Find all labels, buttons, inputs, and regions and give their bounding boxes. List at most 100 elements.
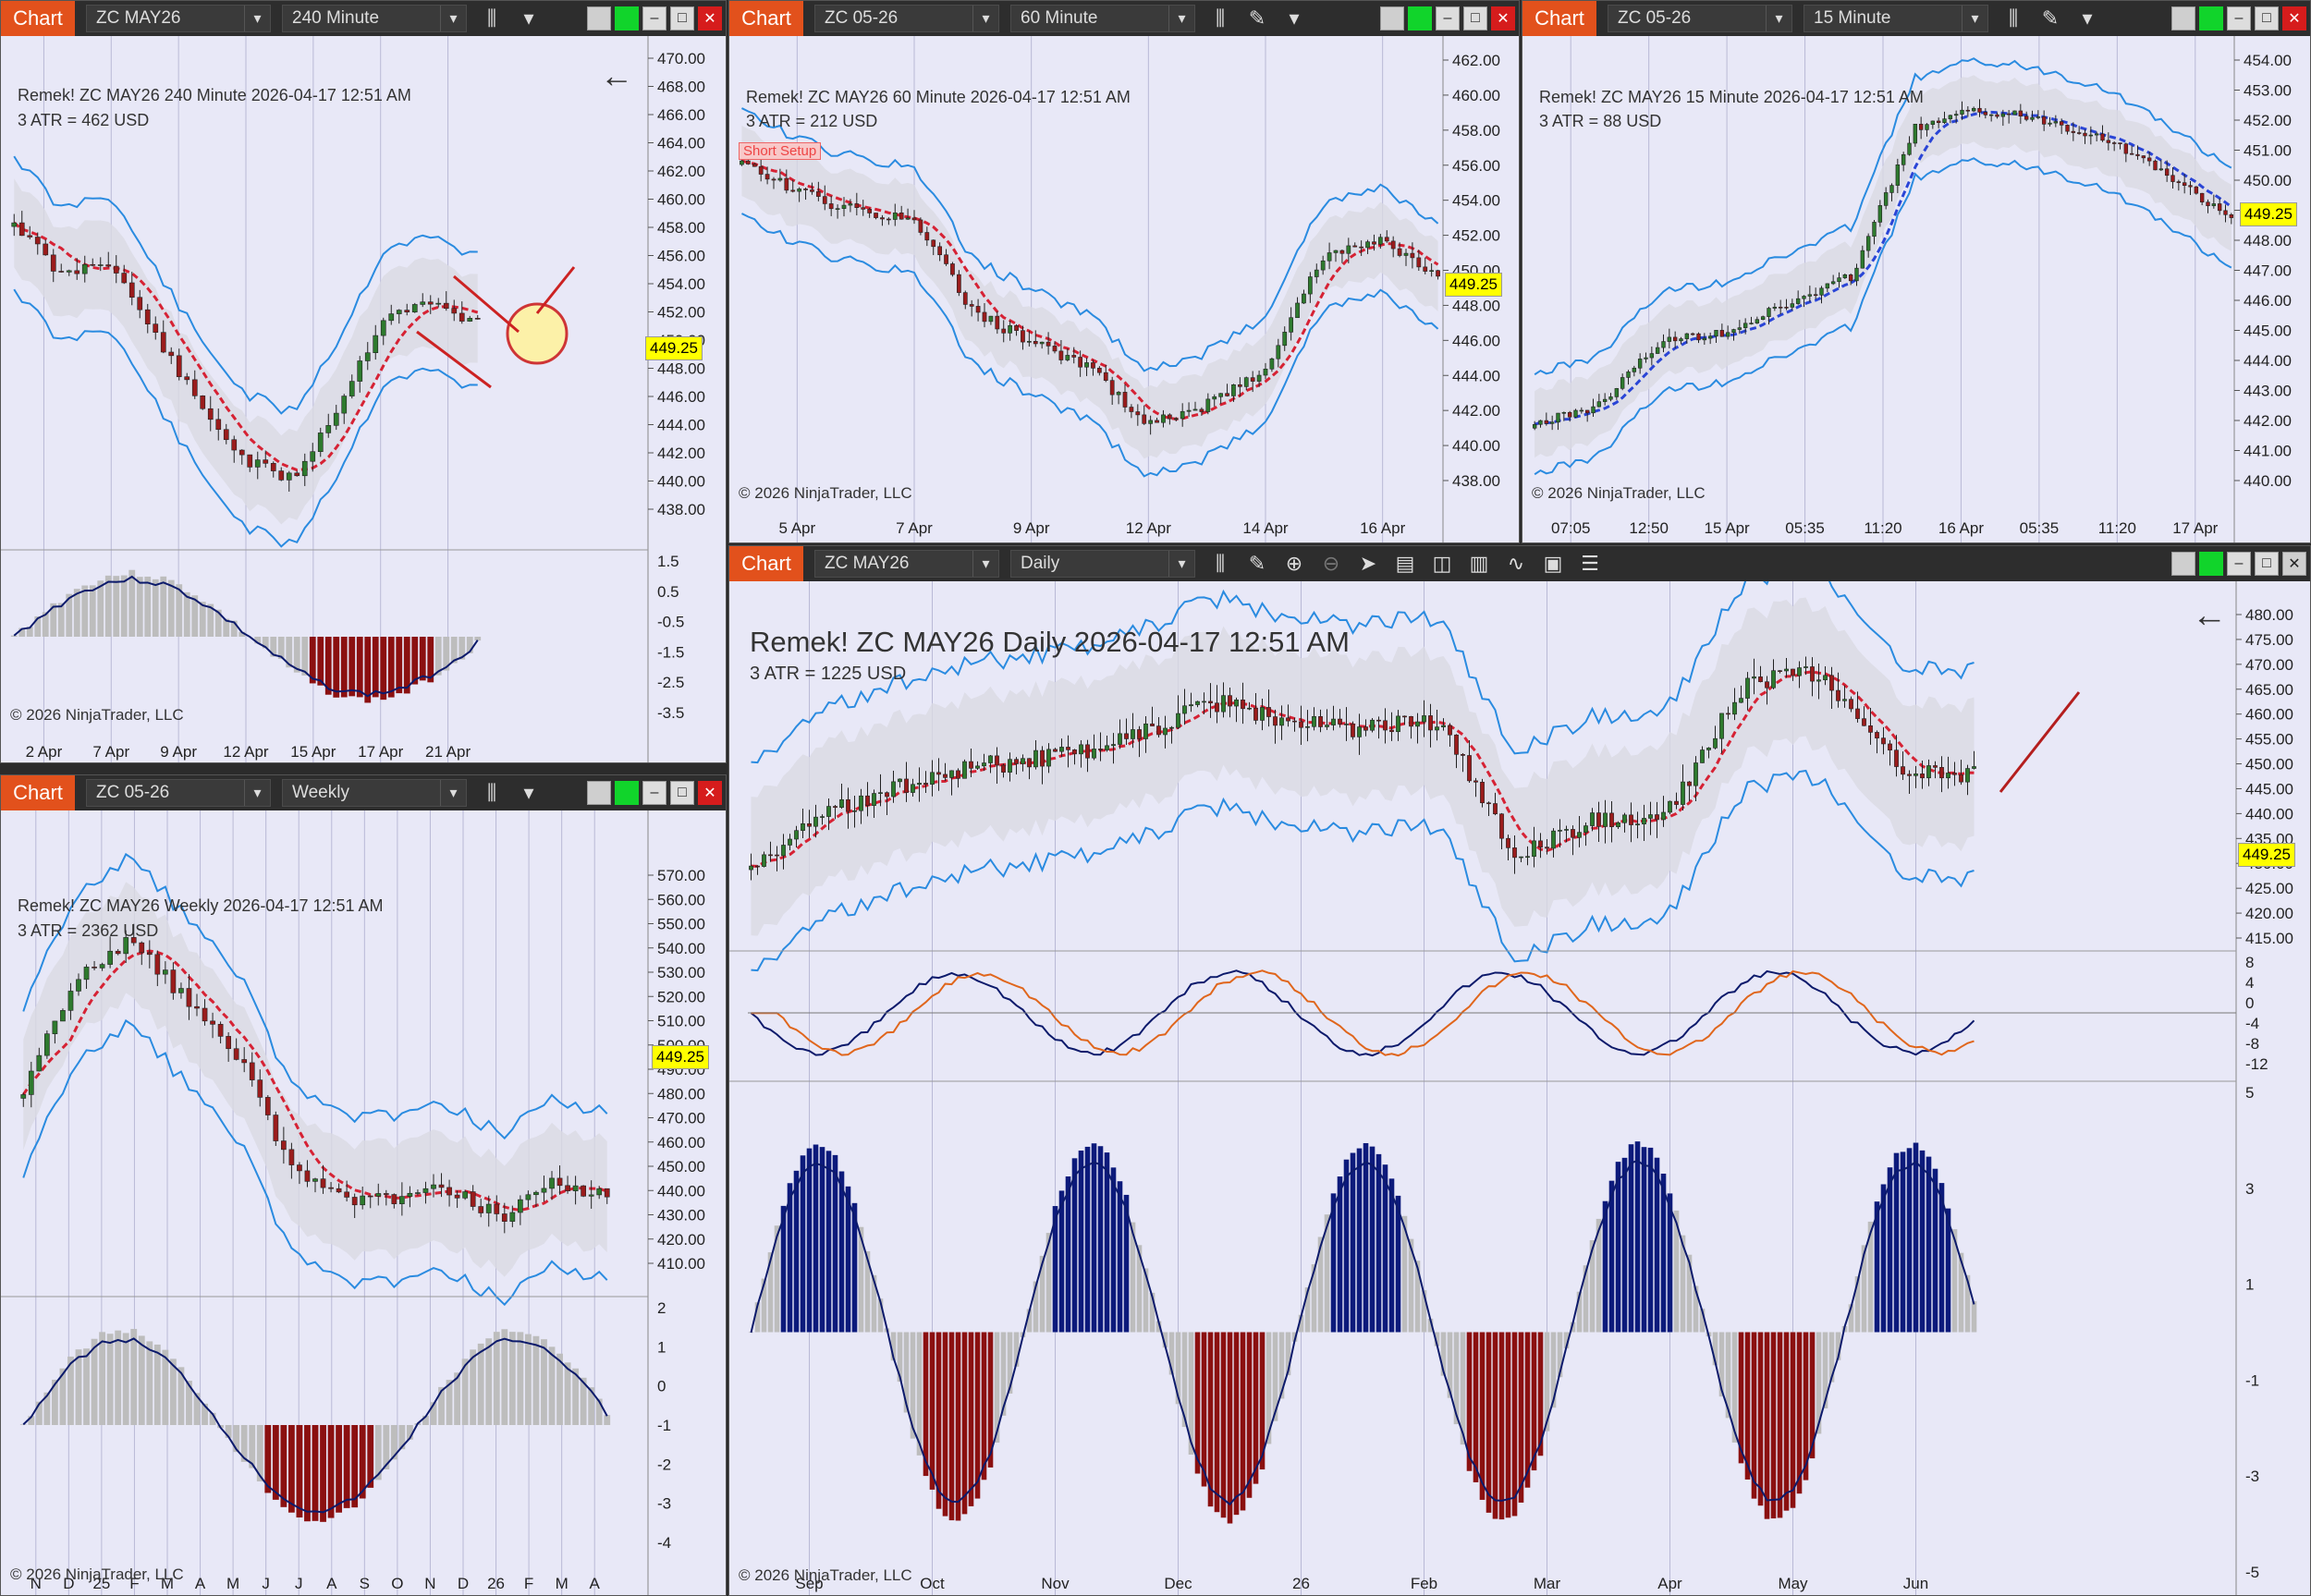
histogram-bar (1104, 1152, 1110, 1333)
properties-icon[interactable]: ☰ (1581, 552, 1599, 575)
close-button[interactable]: ✕ (698, 6, 722, 30)
link-button[interactable] (2171, 6, 2195, 30)
oscillator-line (22, 1337, 608, 1514)
maximize-button[interactable]: □ (2255, 6, 2279, 30)
price-chart-15min[interactable]: 07:05 12:50 15 Apr 05:35 11:20 16 Apr 05:35 11:… (1522, 36, 2310, 542)
chart-plot-area[interactable]: 07:05 12:50 15 Apr 05:35 11:20 16 Apr 05:35 11:… (1522, 36, 2310, 542)
chart-tab[interactable]: Chart (1, 775, 75, 810)
bar-style-icon[interactable]: ⫼ (486, 781, 497, 804)
chart-tab[interactable]: Chart (1, 1, 75, 36)
chevron-down-icon[interactable]: ▾ (1168, 6, 1194, 31)
pointer-icon[interactable]: ➤ (1359, 552, 1377, 575)
time-tick-label: 7 Apr (92, 743, 129, 761)
histogram-bar (333, 637, 340, 698)
candle-body (273, 1115, 279, 1141)
instrument-link-button[interactable] (615, 6, 639, 30)
maximize-button[interactable]: □ (670, 781, 694, 805)
bar-style-icon[interactable]: ⫼ (1215, 6, 1226, 30)
dropdown-icon[interactable]: ▾ (523, 6, 534, 30)
instrument-link-button[interactable] (2199, 6, 2223, 30)
candle-body (1561, 411, 1567, 414)
interval-selector[interactable]: 60 Minute ▾ (1010, 5, 1195, 32)
chart-plot-area[interactable]: 5 Apr 7 Apr 9 Apr 12 Apr 14 Apr 16 Apr 462.00 4… (729, 36, 1519, 542)
chevron-down-icon[interactable]: ▾ (1168, 551, 1194, 577)
pencil-icon[interactable]: ✎ (2041, 6, 2060, 30)
strategies-icon[interactable]: ∿ (1507, 552, 1525, 575)
instrument-selector[interactable]: ZC 05-26 ▾ (1608, 5, 1792, 32)
instrument-link-button[interactable] (2199, 552, 2223, 576)
instrument-selector[interactable]: ZC 05-26 ▾ (814, 5, 999, 32)
interval-selector[interactable]: Weekly ▾ (282, 779, 467, 807)
bar-style-icon[interactable]: ⫼ (1215, 552, 1226, 575)
link-button[interactable] (587, 6, 611, 30)
chevron-down-icon[interactable]: ▾ (1962, 6, 1987, 31)
templates-icon[interactable]: ◫ (1432, 552, 1452, 575)
instrument-selector[interactable]: ZC MAY26 ▾ (86, 5, 271, 32)
zoom-in-icon[interactable]: ⊕ (1285, 552, 1303, 575)
maximize-button[interactable]: □ (670, 6, 694, 30)
histogram-bar (348, 637, 356, 697)
chart-plot-area[interactable]: N D 25 F M A M J J A S O N D 26 F M A 570.00 560.00 550.00 54… (1, 810, 726, 1595)
pencil-icon[interactable]: ✎ (1248, 6, 1266, 30)
dropdown-icon[interactable]: ▾ (1289, 6, 1300, 30)
indicators-icon[interactable]: ▥ (1469, 552, 1489, 575)
histogram-bar (897, 1332, 903, 1383)
histogram-bar (1964, 1274, 1971, 1333)
back-arrow-icon[interactable]: ← (600, 56, 633, 94)
chevron-down-icon[interactable]: ▾ (972, 6, 998, 31)
price-chart-60min[interactable]: 5 Apr 7 Apr 9 Apr 12 Apr 14 Apr 16 Apr 462.00 4… (729, 36, 1519, 542)
close-button[interactable]: ✕ (2282, 552, 2306, 576)
dropdown-icon[interactable]: ▾ (2082, 6, 2093, 30)
link-button[interactable] (2171, 552, 2195, 576)
candle-body (1033, 749, 1038, 768)
link-button[interactable] (587, 781, 611, 805)
histogram-bar (910, 1332, 916, 1439)
back-arrow-icon[interactable]: ← (2192, 596, 2227, 635)
chevron-down-icon[interactable]: ▾ (1766, 6, 1791, 31)
price-chart-weekly[interactable]: N D 25 F M A M J J A S O N D 26 F M A 570.00 560.00 550.00 54… (1, 810, 726, 1595)
bar-style-icon[interactable]: ⫼ (2008, 6, 2019, 30)
minimize-button[interactable]: – (2227, 552, 2251, 576)
dropdown-icon[interactable]: ▾ (523, 781, 534, 804)
chevron-down-icon[interactable]: ▾ (440, 6, 466, 31)
candle-body (1573, 409, 1578, 418)
histogram-bar (1058, 1190, 1065, 1333)
chart-tab[interactable]: Chart (729, 1, 803, 36)
chart-plot-area[interactable]: 2 Apr 7 Apr 9 Apr 12 Apr 15 Apr 17 Apr 21 Apr 4… (1, 36, 726, 762)
chart-tab[interactable]: Chart (1522, 1, 1596, 36)
interval-selector[interactable]: 15 Minute ▾ (1804, 5, 1988, 32)
bar-style-icon[interactable]: ⫼ (486, 6, 497, 30)
chevron-down-icon[interactable]: ▾ (440, 780, 466, 806)
price-chart-daily[interactable]: Sep Oct Nov Dec 26 Feb Mar Apr May Jun 480.00 475.0… (729, 581, 2310, 1595)
instrument-link-button[interactable] (615, 781, 639, 805)
close-button[interactable]: ✕ (1491, 6, 1515, 30)
instrument-selector[interactable]: ZC 05-26 ▾ (86, 779, 271, 807)
price-tick-label: 442.00 (657, 445, 705, 462)
candle-body (1549, 421, 1555, 424)
minimize-button[interactable]: – (642, 781, 666, 805)
candle-body (923, 783, 928, 785)
candle-body (28, 1070, 34, 1095)
close-button[interactable]: ✕ (2282, 6, 2306, 30)
chart-trader-icon[interactable]: ▣ (1543, 552, 1563, 575)
interval-selector[interactable]: 240 Minute ▾ (282, 5, 467, 32)
minimize-button[interactable]: – (642, 6, 666, 30)
data-box-icon[interactable]: ▤ (1395, 552, 1415, 575)
chevron-down-icon[interactable]: ▾ (972, 551, 998, 577)
chevron-down-icon[interactable]: ▾ (244, 780, 270, 806)
maximize-button[interactable]: □ (1463, 6, 1487, 30)
interval-selector[interactable]: Daily ▾ (1010, 550, 1195, 578)
minimize-button[interactable]: – (1436, 6, 1460, 30)
instrument-selector[interactable]: ZC MAY26 ▾ (814, 550, 999, 578)
chart-plot-area[interactable]: Sep Oct Nov Dec 26 Feb Mar Apr May Jun 480.00 475.0… (729, 581, 2310, 1595)
chart-tab[interactable]: Chart (729, 546, 803, 581)
pencil-icon[interactable]: ✎ (1248, 552, 1266, 575)
zoom-out-icon[interactable]: ⊖ (1322, 552, 1340, 575)
chevron-down-icon[interactable]: ▾ (244, 6, 270, 31)
minimize-button[interactable]: – (2227, 6, 2251, 30)
maximize-button[interactable]: □ (2255, 552, 2279, 576)
price-chart-240min[interactable]: 2 Apr 7 Apr 9 Apr 12 Apr 15 Apr 17 Apr 21 Apr 4… (1, 36, 726, 762)
instrument-link-button[interactable] (1408, 6, 1432, 30)
close-button[interactable]: ✕ (698, 781, 722, 805)
link-button[interactable] (1380, 6, 1404, 30)
